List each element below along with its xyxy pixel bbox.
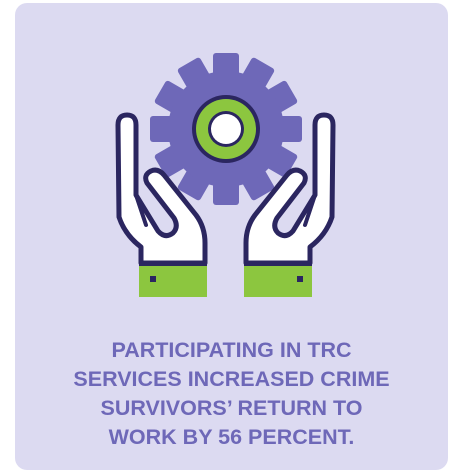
gear-icon — [150, 53, 302, 205]
caption-line-3: SURVIVORS’ RETURN TO — [100, 396, 363, 420]
right-hand-icon — [243, 112, 336, 297]
left-hand-icon — [115, 112, 208, 297]
infographic-card: PARTICIPATING IN TRC SERVICES INCREASED … — [15, 3, 448, 470]
caption-line-2: SERVICES INCREASED CRIME — [73, 367, 390, 391]
statistic-caption: PARTICIPATING IN TRC SERVICES INCREASED … — [35, 336, 428, 452]
hands-holding-gear-illustration — [115, 53, 336, 297]
caption-line-1: PARTICIPATING IN TRC — [111, 338, 352, 362]
caption-line-4: WORK BY 56 PERCENT. — [108, 425, 355, 449]
